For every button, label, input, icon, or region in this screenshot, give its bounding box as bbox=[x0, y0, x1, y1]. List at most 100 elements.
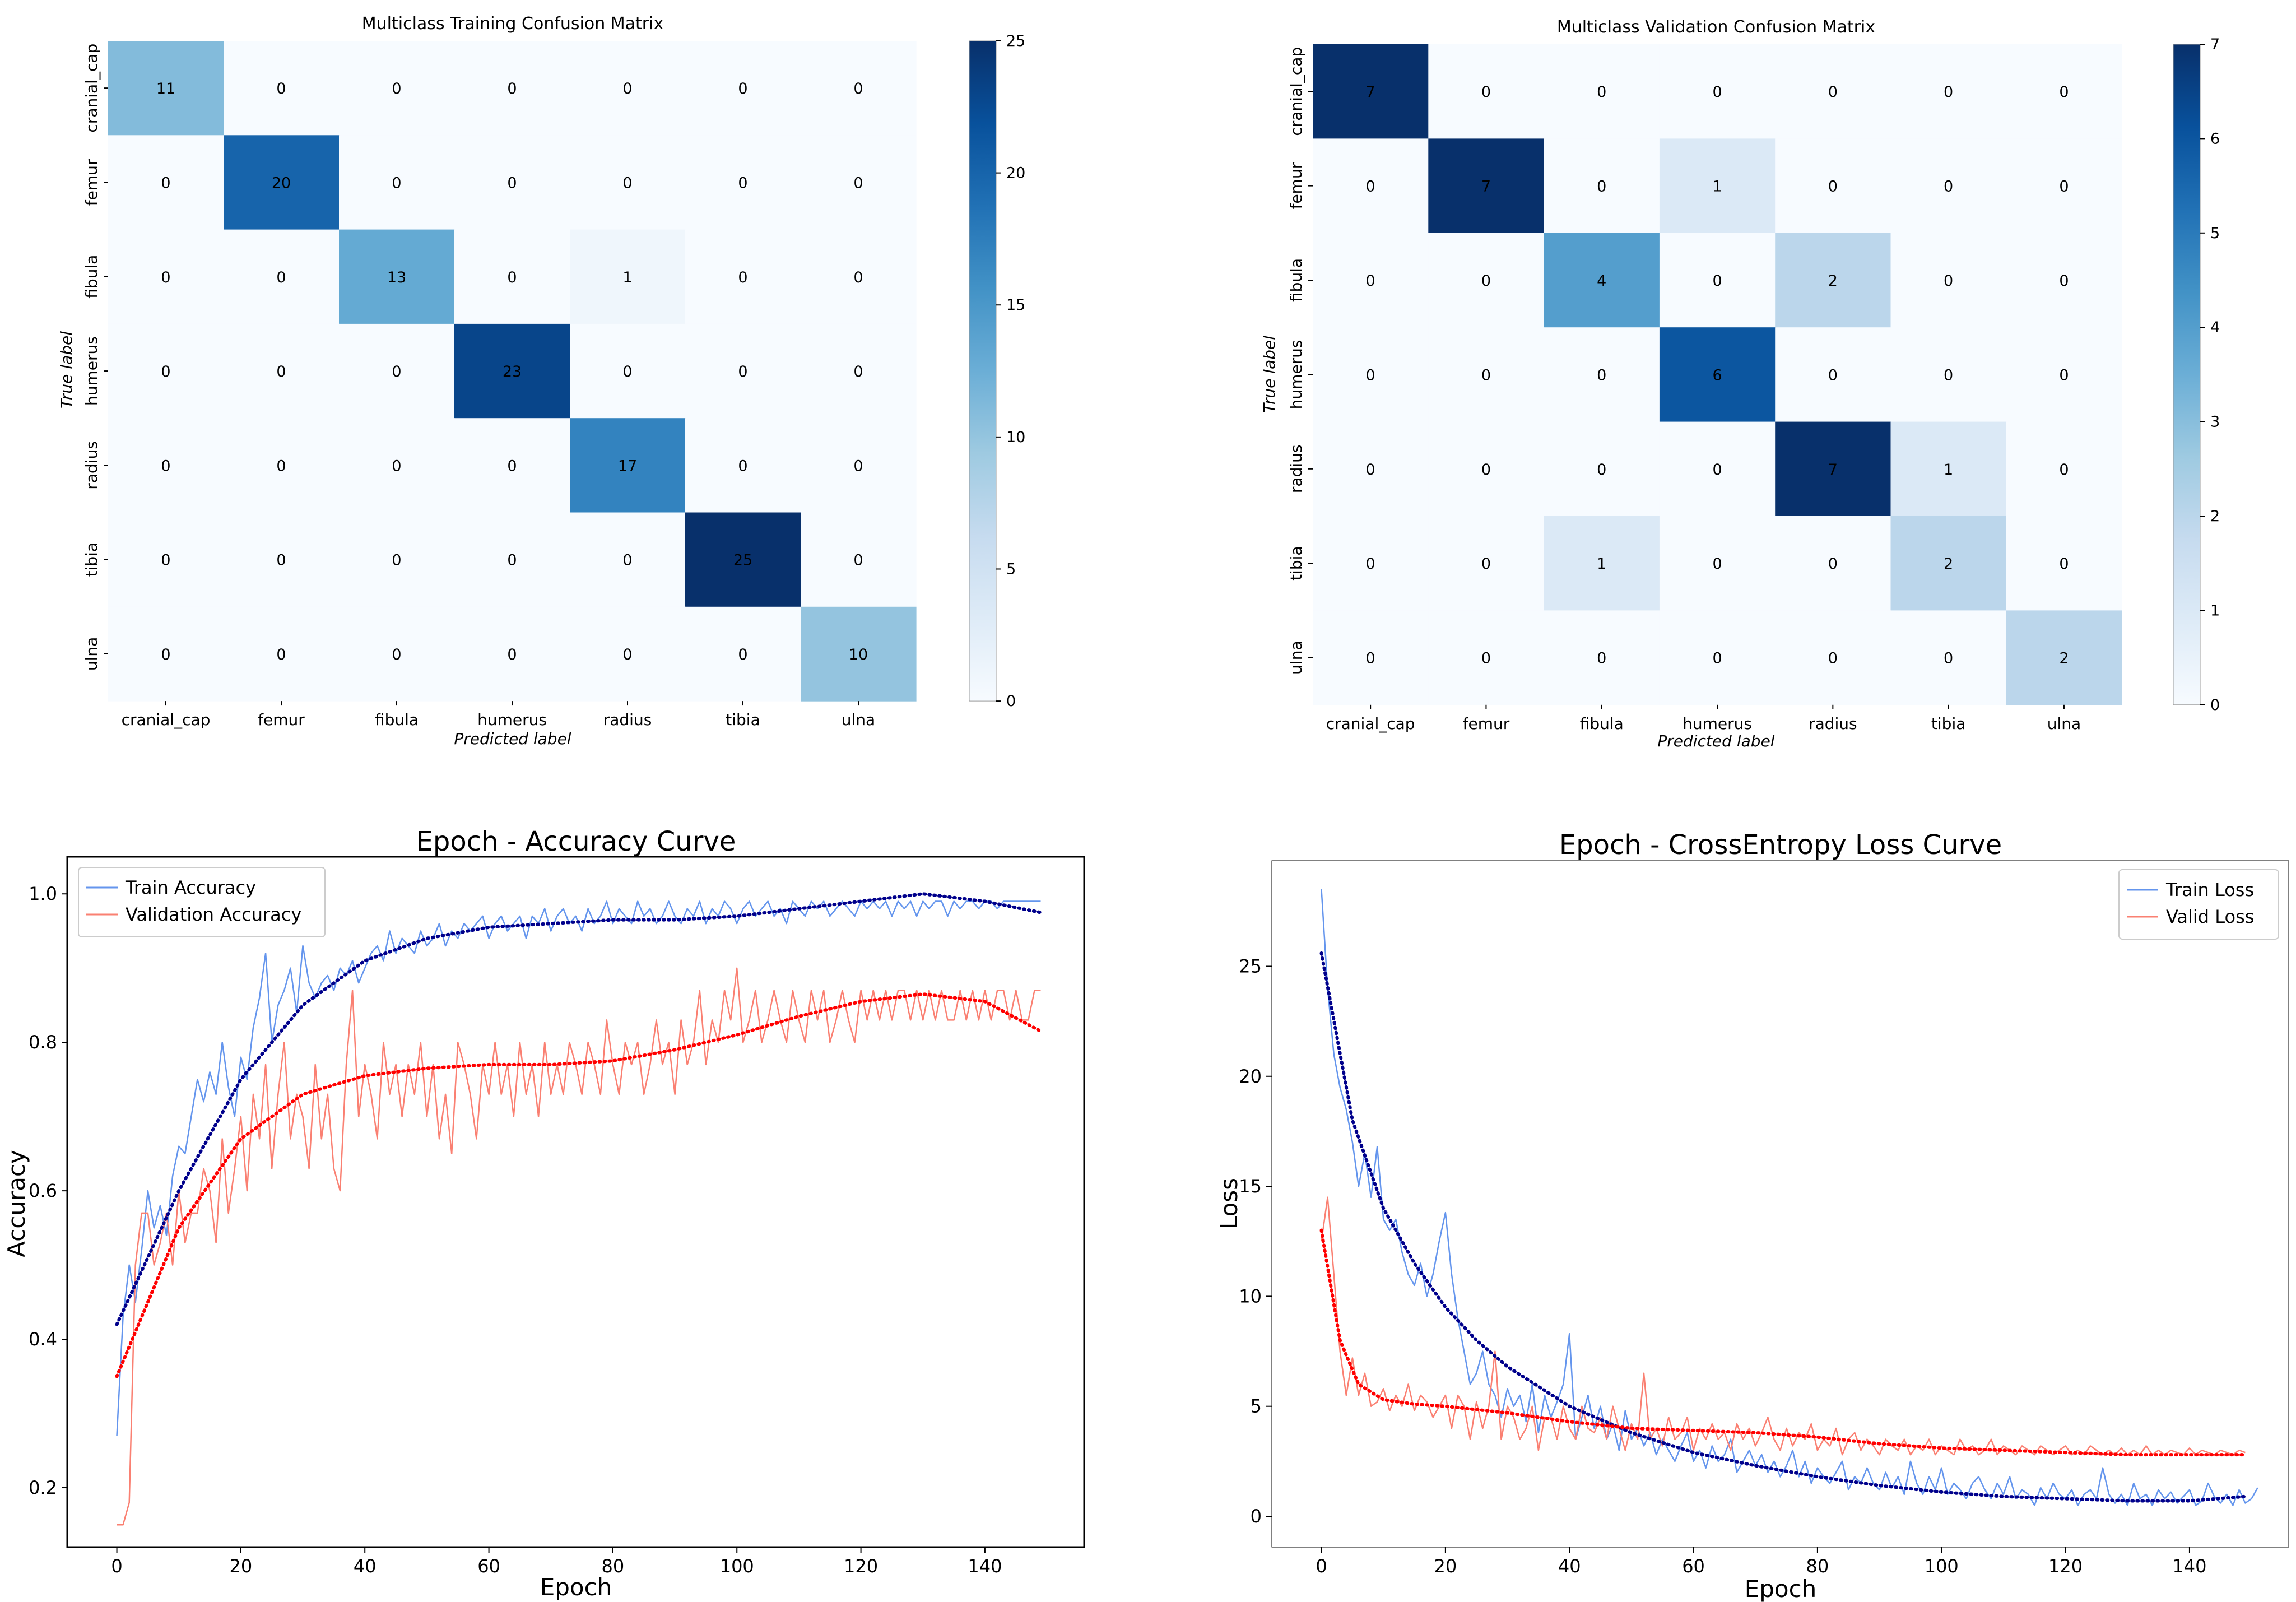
y-tick-label: fibula bbox=[1287, 258, 1305, 302]
heatmap-cell bbox=[339, 41, 455, 136]
cell-value: 0 bbox=[1828, 555, 1838, 573]
x-axis-label: Predicted label bbox=[1657, 732, 1774, 750]
cell-value: 0 bbox=[161, 363, 170, 380]
cell-value: 0 bbox=[1828, 650, 1838, 667]
cell-value: 0 bbox=[276, 552, 286, 569]
cell-value: 1 bbox=[1944, 461, 1953, 479]
legend-entry: Train Accuracy bbox=[125, 877, 256, 898]
heatmap-cell bbox=[339, 323, 455, 419]
colorbar-tick-label: 5 bbox=[1006, 560, 1016, 578]
heatmap-cell bbox=[1890, 421, 2007, 517]
heatmap-cell bbox=[685, 323, 801, 419]
cell-value: 0 bbox=[1481, 650, 1491, 667]
cell-value: 0 bbox=[622, 174, 632, 192]
heatmap-cell bbox=[570, 606, 686, 702]
cell-value: 0 bbox=[1712, 555, 1722, 573]
heatmap-cell bbox=[1890, 233, 2007, 328]
heatmap-cell bbox=[2006, 233, 2122, 328]
y-tick-label: 5 bbox=[1251, 1396, 1262, 1417]
cell-value: 0 bbox=[276, 80, 286, 97]
colorbar-tick-label: 2 bbox=[2210, 508, 2220, 525]
cell-value: 0 bbox=[1597, 461, 1606, 479]
colorbar-tick-label: 7 bbox=[2210, 36, 2220, 53]
colorbar-tick-label: 10 bbox=[1006, 429, 1025, 446]
heatmap-cell bbox=[570, 418, 686, 513]
heatmap-cell bbox=[339, 135, 455, 230]
cell-value: 1 bbox=[622, 269, 632, 286]
heatmap-cell bbox=[2006, 327, 2122, 422]
cell-value: 0 bbox=[1944, 366, 1953, 384]
heatmap-cell bbox=[801, 229, 917, 324]
cell-value: 0 bbox=[853, 363, 863, 380]
cell-value: 0 bbox=[276, 646, 286, 663]
heatmap-cell bbox=[224, 135, 340, 230]
plot-frame bbox=[1271, 860, 2289, 1548]
cell-value: 0 bbox=[622, 552, 632, 569]
heatmap-cell bbox=[1428, 233, 1545, 328]
legend-box bbox=[78, 867, 326, 937]
series-line bbox=[1321, 1196, 2246, 1456]
trend-line bbox=[1319, 1228, 2247, 1457]
heatmap-cell bbox=[2006, 138, 2122, 234]
validation-confusion-matrix: Multiclass Validation Confusion Matrix P… bbox=[1260, 17, 2220, 750]
cell-value: 0 bbox=[1597, 650, 1606, 667]
x-tick-label: 140 bbox=[2172, 1555, 2206, 1577]
x-tick-label: tibia bbox=[726, 711, 760, 729]
cell-value: 0 bbox=[1944, 178, 1953, 196]
cell-value: 13 bbox=[387, 269, 406, 286]
y-tick-label: cranial_cap bbox=[82, 44, 101, 133]
y-axis-label: Accuracy bbox=[3, 1150, 30, 1257]
y-tick-label: femur bbox=[82, 159, 101, 206]
legend: Train Loss Valid Loss bbox=[2118, 869, 2279, 940]
x-tick-label: humerus bbox=[1683, 714, 1752, 733]
heatmap-cell bbox=[1775, 610, 1891, 705]
cell-value: 7 bbox=[1366, 83, 1375, 101]
cell-value: 4 bbox=[1597, 272, 1606, 290]
x-tick-label: 100 bbox=[1925, 1555, 1959, 1577]
cell-value: 0 bbox=[1481, 555, 1491, 573]
cell-value: 0 bbox=[2059, 366, 2069, 384]
x-tick-label: 140 bbox=[968, 1555, 1002, 1577]
y-tick-label: 0.6 bbox=[29, 1180, 57, 1201]
cell-value: 6 bbox=[1712, 366, 1722, 384]
colorbar-tick-label: 0 bbox=[1006, 693, 1016, 710]
x-tick-label: cranial_cap bbox=[122, 711, 211, 729]
cell-value: 0 bbox=[392, 552, 401, 569]
heatmap-cell bbox=[1313, 610, 1429, 705]
x-tick-label: 80 bbox=[1806, 1555, 1829, 1577]
heatmap-cell bbox=[2006, 44, 2122, 139]
heatmap-cell bbox=[1544, 421, 1660, 517]
chart-title: Multiclass Validation Confusion Matrix bbox=[1557, 17, 1875, 37]
heatmap-cell bbox=[801, 135, 917, 230]
cell-value: 0 bbox=[1944, 83, 1953, 101]
heatmap-cell bbox=[801, 41, 917, 136]
y-tick-label: 25 bbox=[1239, 955, 1262, 977]
heatmap-cell bbox=[1659, 610, 1776, 705]
heatmap-cell bbox=[570, 323, 686, 419]
x-tick-label: 0 bbox=[1316, 1555, 1327, 1577]
cell-value: 0 bbox=[1944, 272, 1953, 290]
cell-value: 0 bbox=[622, 646, 632, 663]
cell-value: 0 bbox=[2059, 83, 2069, 101]
cell-value: 0 bbox=[1366, 366, 1375, 384]
y-tick-label: femur bbox=[1287, 162, 1305, 209]
y-tick-label: ulna bbox=[82, 637, 101, 671]
y-tick-label: 0 bbox=[1251, 1506, 1262, 1527]
cell-value: 20 bbox=[272, 174, 291, 192]
cell-value: 0 bbox=[853, 552, 863, 569]
x-tick-label: cranial_cap bbox=[1326, 714, 1415, 733]
cell-value: 0 bbox=[2059, 461, 2069, 479]
heatmap-cell bbox=[570, 512, 686, 607]
x-tick-label: 60 bbox=[1682, 1555, 1705, 1577]
plot-frame bbox=[66, 856, 1085, 1548]
cell-value: 0 bbox=[392, 457, 401, 475]
trend-line bbox=[1319, 951, 2247, 1503]
cell-value: 10 bbox=[849, 646, 868, 663]
cell-value: 25 bbox=[733, 552, 752, 569]
heatmap-cell bbox=[1775, 44, 1891, 139]
cell-value: 0 bbox=[276, 269, 286, 286]
trend-line bbox=[115, 892, 1043, 1326]
cell-value: 2 bbox=[2059, 650, 2069, 667]
heatmap-cell bbox=[1659, 327, 1776, 422]
heatmap-cell bbox=[1428, 421, 1545, 517]
